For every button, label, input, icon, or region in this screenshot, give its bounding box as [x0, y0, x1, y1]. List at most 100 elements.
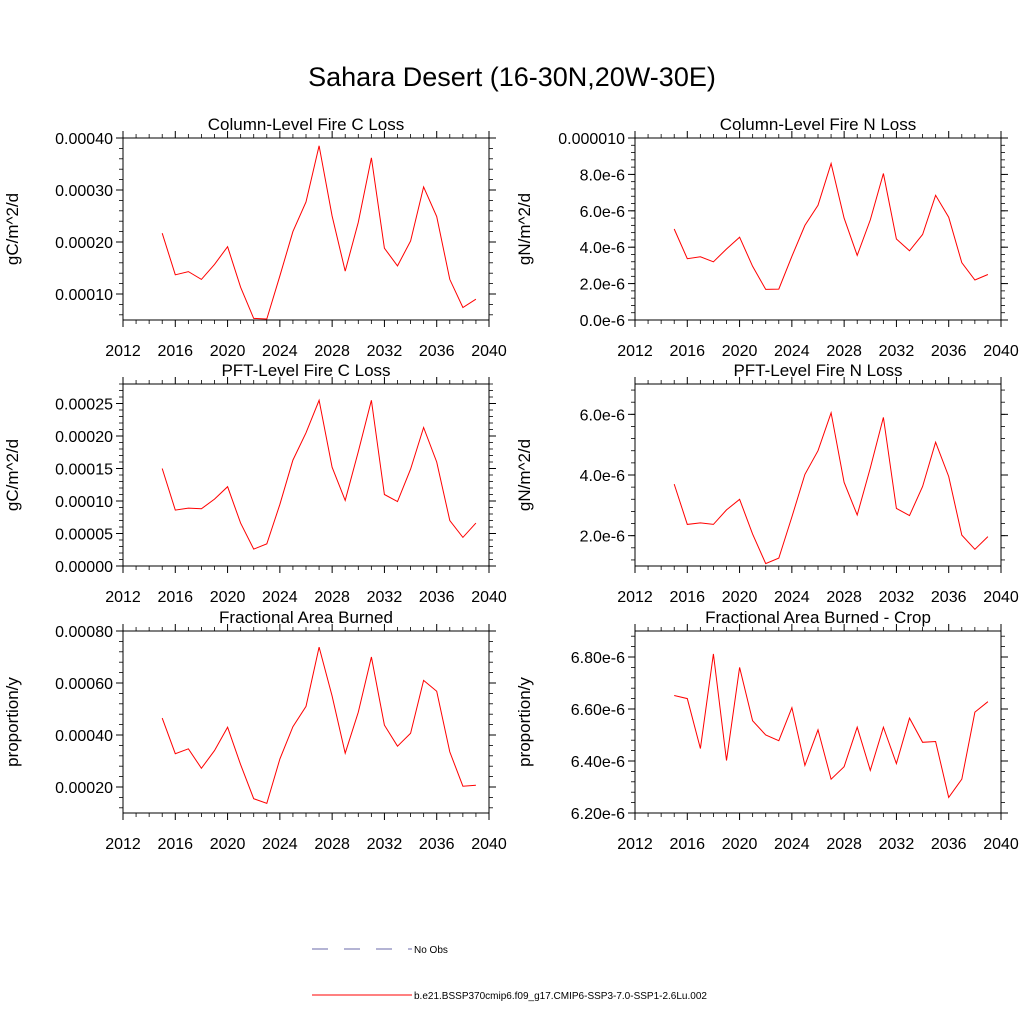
x-tick-label: 2024 — [774, 836, 810, 853]
y-tick-label: 0.00060 — [55, 676, 113, 693]
y-tick-label: 6.40e-6 — [571, 754, 625, 771]
series-line — [161, 646, 476, 805]
x-tick-label: 2036 — [419, 589, 455, 606]
y-tick-label: 0.00015 — [55, 462, 113, 479]
panel-title: PFT-Level Fire C Loss — [221, 361, 390, 380]
y-tick-label: 6.80e-6 — [571, 650, 625, 667]
x-tick-label: 2024 — [774, 343, 810, 360]
chart-panel-2: Column-Level Fire N Loss 2012 2016 2020 2024… — [515, 115, 1019, 360]
chart-panel-5: Fractional Area Burned 2012 2016 2020 2024 20… — [3, 608, 507, 853]
plot-frame — [122, 383, 490, 567]
x-tick-label: 2028 — [826, 836, 862, 853]
y-tick-label: 0.00025 — [55, 397, 113, 414]
series-line — [161, 145, 477, 320]
x-tick-label: 2012 — [105, 836, 141, 853]
y-axis-label: gC/m^2/d — [3, 439, 22, 511]
series-line — [161, 398, 477, 550]
y-axis-label: proportion/y — [3, 677, 22, 767]
x-tick-label: 2028 — [314, 343, 350, 360]
x-tick-label: 2012 — [617, 836, 653, 853]
x-tick-label: 2040 — [983, 343, 1019, 360]
x-tick-label: 2032 — [879, 343, 915, 360]
x-tick-label: 2020 — [722, 836, 758, 853]
x-tick-label: 2028 — [314, 589, 350, 606]
chart-panel-6: Fractional Area Burned - Crop 2012 2016 202… — [515, 608, 1019, 853]
y-axis-label: proportion/y — [515, 677, 534, 767]
y-tick-label: 0.00020 — [55, 235, 113, 252]
x-tick-label: 2040 — [471, 343, 507, 360]
x-tick-label: 2024 — [262, 836, 298, 853]
x-tick-label: 2036 — [931, 836, 967, 853]
y-tick-label: 0.00005 — [55, 527, 113, 544]
y-tick-label: 0.00080 — [55, 624, 113, 641]
plot-frame — [122, 630, 490, 814]
chart-panel-4: PFT-Level Fire N Loss 2012 2016 2020 2024 202… — [515, 361, 1019, 606]
y-tick-label: 0.00040 — [55, 131, 113, 148]
x-tick-label: 2016 — [157, 836, 193, 853]
x-tick-label: 2012 — [105, 589, 141, 606]
x-tick-label: 2020 — [722, 589, 758, 606]
x-tick-label: 2016 — [669, 343, 705, 360]
y-tick-label: 6.0e-6 — [580, 204, 625, 221]
y-axis-label: gC/m^2/d — [3, 193, 22, 265]
x-tick-label: 2028 — [826, 589, 862, 606]
series-line — [674, 653, 989, 799]
plot-frame — [122, 137, 490, 321]
x-tick-label: 2020 — [210, 589, 246, 606]
y-axis-label: gN/m^2/d — [515, 439, 534, 511]
x-tick-label: 2020 — [210, 836, 246, 853]
y-tick-label: 0.00040 — [55, 728, 113, 745]
legend-model-label: b.e21.BSSP370cmip6.f09_g17.CMIP6-SSP3-7.… — [414, 991, 707, 1002]
x-tick-label: 2020 — [210, 343, 246, 360]
chart-panel-1: Column-Level Fire C Loss 2012 2016 2020 2024… — [3, 115, 507, 360]
x-tick-label: 2032 — [367, 589, 403, 606]
y-tick-label: 0.00010 — [55, 494, 113, 511]
series-line — [673, 161, 989, 290]
y-tick-label: 0.00020 — [55, 429, 113, 446]
x-tick-label: 2012 — [617, 343, 653, 360]
x-tick-label: 2012 — [105, 343, 141, 360]
y-tick-label: 6.60e-6 — [571, 702, 625, 719]
chart-panel-3: PFT-Level Fire C Loss 2012 2016 2020 2024 202… — [3, 361, 507, 606]
panel-title: Fractional Area Burned - Crop — [705, 608, 931, 627]
x-tick-label: 2016 — [157, 343, 193, 360]
y-tick-label: 8.0e-6 — [580, 167, 625, 184]
x-tick-label: 2040 — [983, 589, 1019, 606]
y-tick-label: 0.0e-6 — [580, 313, 625, 330]
plot-frame — [634, 383, 1002, 567]
y-tick-label: 6.20e-6 — [571, 806, 625, 823]
y-tick-label: 0.00000 — [55, 559, 113, 576]
x-tick-label: 2032 — [879, 589, 915, 606]
legend: No Obs b.e21.BSSP370cmip6.f09_g17.CMIP6-… — [312, 945, 707, 1002]
x-tick-label: 2012 — [617, 589, 653, 606]
x-tick-label: 2024 — [262, 589, 298, 606]
x-tick-label: 2016 — [669, 836, 705, 853]
panel-title: Fractional Area Burned — [219, 608, 393, 627]
y-tick-label: 0.000010 — [558, 131, 625, 148]
x-tick-label: 2020 — [722, 343, 758, 360]
x-tick-label: 2036 — [931, 589, 967, 606]
y-tick-label: 0.00030 — [55, 183, 113, 200]
x-tick-label: 2032 — [879, 836, 915, 853]
y-tick-label: 4.0e-6 — [580, 468, 625, 485]
panel-title: Column-Level Fire N Loss — [720, 115, 917, 134]
plot-frame — [634, 137, 1002, 321]
panel-title: Column-Level Fire C Loss — [208, 115, 405, 134]
x-tick-label: 2040 — [983, 836, 1019, 853]
x-tick-label: 2036 — [931, 343, 967, 360]
x-tick-label: 2024 — [262, 343, 298, 360]
x-tick-label: 2036 — [419, 343, 455, 360]
x-tick-label: 2028 — [826, 343, 862, 360]
y-tick-label: 2.0e-6 — [580, 529, 625, 546]
x-tick-label: 2032 — [367, 836, 403, 853]
y-axis-label: gN/m^2/d — [515, 193, 534, 265]
x-tick-label: 2024 — [774, 589, 810, 606]
x-tick-label: 2036 — [419, 836, 455, 853]
y-tick-label: 4.0e-6 — [580, 240, 625, 257]
y-tick-label: 2.0e-6 — [580, 277, 625, 294]
y-tick-label: 6.0e-6 — [580, 407, 625, 424]
x-tick-label: 2040 — [471, 836, 507, 853]
page-title: Sahara Desert (16-30N,20W-30E) — [308, 62, 716, 92]
legend-obs-label: No Obs — [414, 945, 448, 956]
